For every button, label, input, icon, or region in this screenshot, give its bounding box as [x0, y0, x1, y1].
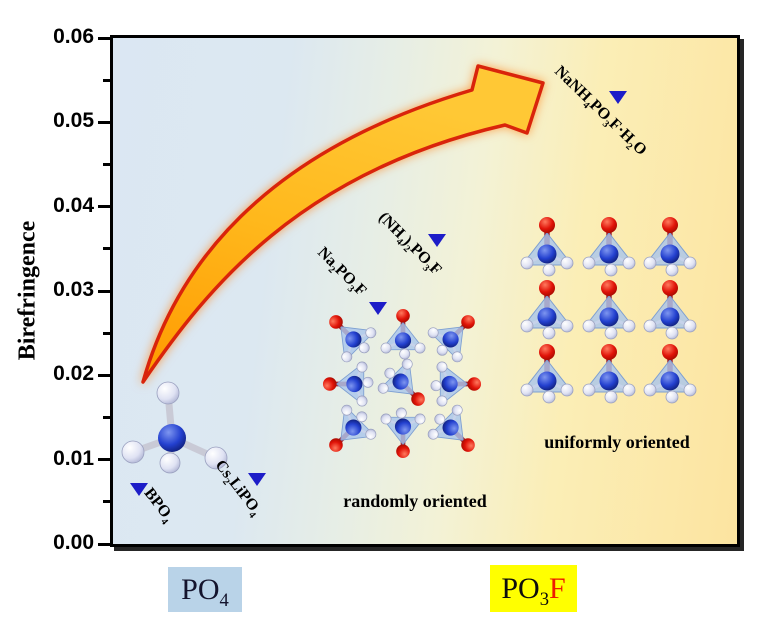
data-marker-Na2PO3F: [369, 301, 387, 315]
po3f-legend-box: PO3F: [490, 565, 577, 612]
formula-segment: PO: [181, 573, 220, 606]
y-major-tick: [98, 289, 110, 293]
formula-segment: 4: [219, 590, 229, 611]
y-minor-tick: [103, 163, 110, 166]
formula-segment: 3: [539, 589, 549, 610]
y-tick-label: 0.06: [53, 25, 94, 48]
y-major-tick: [98, 458, 110, 462]
y-major-tick: [98, 205, 110, 209]
y-major-tick: [98, 120, 110, 124]
y-minor-tick: [103, 416, 110, 419]
uniformly-oriented-label: uniformly oriented: [544, 432, 690, 452]
y-minor-tick: [103, 331, 110, 335]
formula-segment: F: [548, 572, 566, 605]
y-tick-label: 0.05: [53, 109, 94, 133]
y-tick-label: 0.00: [53, 531, 94, 554]
plot-area: [110, 35, 740, 547]
y-major-tick: [98, 542, 110, 546]
formula-segment: PO: [501, 572, 540, 605]
y-tick-label: 0.04: [53, 193, 94, 217]
data-marker-(NH4)2PO3F: [428, 234, 446, 248]
po4-legend-box: PO4: [168, 567, 242, 612]
y-tick-label: 0.03: [53, 278, 94, 301]
y-minor-tick: [103, 78, 110, 82]
y-tick-label: 0.02: [53, 362, 94, 386]
data-marker-Cs2LiPO4: [248, 473, 266, 487]
y-minor-tick: [103, 247, 110, 251]
y-tick-label: 0.01: [53, 446, 94, 470]
y-major-tick: [98, 373, 110, 377]
data-marker-NaNH4PO3F·H2O: [609, 91, 627, 105]
randomly-oriented-label: randomly oriented: [343, 491, 487, 511]
y-minor-tick: [103, 500, 110, 504]
y-major-tick: [98, 36, 110, 40]
data-marker-BPO4: [130, 483, 148, 497]
